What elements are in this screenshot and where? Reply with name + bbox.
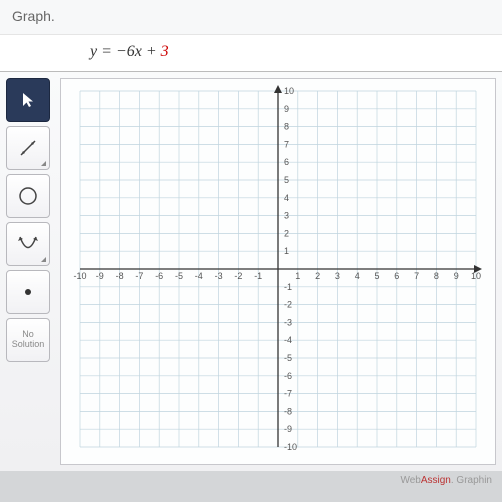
pointer-icon	[19, 91, 37, 109]
corner-icon	[41, 257, 46, 262]
svg-text:-4: -4	[195, 271, 203, 281]
svg-text:5: 5	[374, 271, 379, 281]
circle-icon	[16, 184, 40, 208]
svg-text:6: 6	[284, 157, 289, 167]
line-tool[interactable]	[6, 126, 50, 170]
svg-text:2: 2	[284, 228, 289, 238]
equation-eq: =	[97, 43, 116, 60]
svg-text:3: 3	[284, 211, 289, 221]
svg-text:8: 8	[284, 122, 289, 132]
svg-text:-3: -3	[215, 271, 223, 281]
svg-text:-2: -2	[284, 300, 292, 310]
svg-text:-8: -8	[116, 271, 124, 281]
instruction-text: Graph.	[12, 8, 55, 24]
equation-plus: +	[142, 43, 161, 60]
svg-text:-10: -10	[73, 271, 86, 281]
corner-icon	[41, 161, 46, 166]
svg-text:9: 9	[454, 271, 459, 281]
line-icon	[17, 137, 39, 159]
nosol-l1: No	[22, 329, 34, 339]
pointer-tool[interactable]	[6, 78, 50, 122]
svg-text:-1: -1	[254, 271, 262, 281]
svg-text:-3: -3	[284, 317, 292, 327]
nosol-l2: Solution	[12, 339, 45, 349]
svg-text:10: 10	[284, 86, 294, 96]
graph-canvas[interactable]: -10-9-8-7-6-5-4-3-2-112345678910-10-9-8-…	[60, 78, 496, 465]
svg-text:8: 8	[434, 271, 439, 281]
svg-text:-8: -8	[284, 406, 292, 416]
svg-text:-2: -2	[234, 271, 242, 281]
svg-text:-6: -6	[155, 271, 163, 281]
svg-text:-9: -9	[96, 271, 104, 281]
svg-text:-7: -7	[284, 389, 292, 399]
equation-slope: 6x	[127, 43, 142, 60]
instruction-bar: Graph.	[0, 0, 502, 35]
equation-sign: −	[116, 43, 127, 60]
svg-text:5: 5	[284, 175, 289, 185]
svg-text:-5: -5	[284, 353, 292, 363]
graph-container: No Solution -10-9-8-7-6-5-4-3-2-11234567…	[0, 71, 502, 471]
svg-text:2: 2	[315, 271, 320, 281]
svg-text:1: 1	[295, 271, 300, 281]
svg-text:10: 10	[471, 271, 481, 281]
equation-intercept: 3	[161, 43, 169, 60]
svg-text:-9: -9	[284, 424, 292, 434]
point-tool[interactable]	[6, 270, 50, 314]
svg-text:6: 6	[394, 271, 399, 281]
footer-brand: WebAssign. Graphin	[400, 475, 492, 486]
svg-text:1: 1	[284, 246, 289, 256]
svg-text:-5: -5	[175, 271, 183, 281]
svg-text:9: 9	[284, 104, 289, 114]
toolbar: No Solution	[6, 78, 54, 465]
equation: y = −6x + 3	[0, 35, 502, 71]
circle-tool[interactable]	[6, 174, 50, 218]
svg-text:7: 7	[284, 139, 289, 149]
point-icon	[23, 287, 33, 297]
parabola-tool[interactable]	[6, 222, 50, 266]
svg-text:-1: -1	[284, 282, 292, 292]
svg-text:4: 4	[355, 271, 360, 281]
svg-text:-4: -4	[284, 335, 292, 345]
svg-text:-6: -6	[284, 371, 292, 381]
svg-text:-7: -7	[135, 271, 143, 281]
parabola-icon	[16, 232, 40, 256]
no-solution-tool[interactable]: No Solution	[6, 318, 50, 362]
svg-text:4: 4	[284, 193, 289, 203]
svg-text:3: 3	[335, 271, 340, 281]
coordinate-plane: -10-9-8-7-6-5-4-3-2-112345678910-10-9-8-…	[61, 79, 495, 459]
svg-text:7: 7	[414, 271, 419, 281]
footer: WebAssign. Graphin	[0, 471, 502, 490]
svg-text:-10: -10	[284, 442, 297, 452]
